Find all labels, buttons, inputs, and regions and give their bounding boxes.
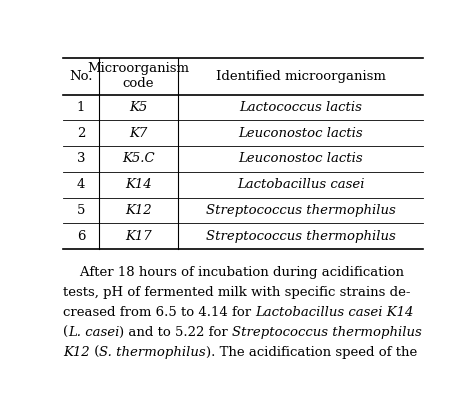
Text: creased from 6.5 to 4.14 for: creased from 6.5 to 4.14 for: [63, 306, 255, 319]
Text: Identified microorganism: Identified microorganism: [216, 70, 385, 83]
Text: Streptococcus thermophilus: Streptococcus thermophilus: [232, 326, 422, 339]
Text: 6: 6: [77, 230, 85, 243]
Text: K14: K14: [125, 178, 152, 191]
Text: 3: 3: [77, 153, 85, 165]
Text: tests, pH of fermented milk with specific strains de-: tests, pH of fermented milk with specifi…: [63, 286, 410, 299]
Text: K5: K5: [129, 101, 147, 114]
Text: Streptococcus thermophilus: Streptococcus thermophilus: [206, 204, 395, 217]
Text: (: (: [90, 346, 99, 359]
Text: K12: K12: [125, 204, 152, 217]
Text: S. thermophilus: S. thermophilus: [99, 346, 206, 359]
Text: 1: 1: [77, 101, 85, 114]
Text: K12: K12: [63, 346, 90, 359]
Text: K7: K7: [129, 126, 147, 140]
Text: ) and to 5.22 for: ) and to 5.22 for: [119, 326, 232, 339]
Text: 5: 5: [77, 204, 85, 217]
Text: L. casei: L. casei: [68, 326, 119, 339]
Text: K5.C: K5.C: [122, 153, 155, 165]
Text: No.: No.: [69, 70, 93, 83]
Text: K17: K17: [125, 230, 152, 243]
Text: (: (: [63, 326, 68, 339]
Text: ). The acidification speed of the: ). The acidification speed of the: [206, 346, 417, 359]
Text: Streptococcus thermophilus: Streptococcus thermophilus: [206, 230, 395, 243]
Text: 2: 2: [77, 126, 85, 140]
Text: 4: 4: [77, 178, 85, 191]
Text: Lactobacillus casei: Lactobacillus casei: [237, 178, 365, 191]
Text: Microorganism
code: Microorganism code: [88, 62, 190, 91]
Text: Leuconostoc lactis: Leuconostoc lactis: [238, 126, 363, 140]
Text: After 18 hours of incubation during acidification: After 18 hours of incubation during acid…: [63, 266, 404, 279]
Text: Lactobacillus casei K14: Lactobacillus casei K14: [255, 306, 414, 319]
Text: Leuconostoc lactis: Leuconostoc lactis: [238, 153, 363, 165]
Text: Lactococcus lactis: Lactococcus lactis: [239, 101, 362, 114]
